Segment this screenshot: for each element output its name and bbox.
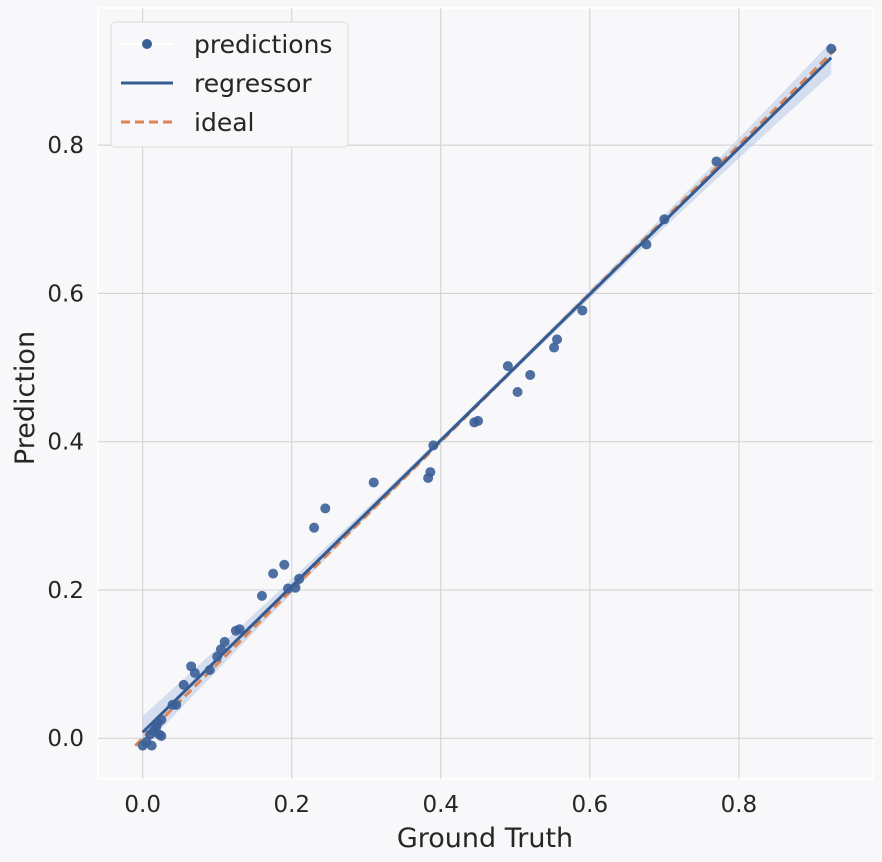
x-tick-labels: 0.0 0.2 0.4 0.6 0.8 xyxy=(124,792,757,818)
prediction-point xyxy=(425,467,436,478)
prediction-point xyxy=(473,415,484,426)
prediction-point xyxy=(309,522,320,533)
prediction-point xyxy=(178,679,189,690)
prediction-point xyxy=(641,239,652,250)
prediction-point xyxy=(368,477,379,488)
y-tick-label: 0.6 xyxy=(47,281,84,307)
prediction-point xyxy=(711,156,722,167)
prediction-point xyxy=(502,361,513,372)
legend-ideal-label: ideal xyxy=(194,108,254,137)
prediction-point xyxy=(279,559,290,570)
x-tick-label: 0.0 xyxy=(124,792,161,818)
prediction-point xyxy=(525,369,536,380)
prediction-point xyxy=(320,503,331,514)
x-tick-label: 0.8 xyxy=(721,792,758,818)
prediction-point xyxy=(146,740,157,751)
y-tick-label: 0.0 xyxy=(47,726,84,752)
legend: predictions regressor ideal xyxy=(110,21,349,148)
x-tick-label: 0.4 xyxy=(422,792,459,818)
y-tick-labels: 0.0 0.2 0.4 0.6 0.8 xyxy=(47,133,84,752)
prediction-point xyxy=(156,714,167,725)
prediction-point xyxy=(219,636,230,647)
legend-regressor-label: regressor xyxy=(194,69,312,98)
prediction-point xyxy=(204,665,215,676)
legend-box xyxy=(110,21,349,148)
legend-predictions-label: predictions xyxy=(194,30,332,59)
y-tick-label: 0.2 xyxy=(47,578,84,604)
x-tick-label: 0.6 xyxy=(572,792,609,818)
prediction-point xyxy=(156,731,167,742)
prediction-point xyxy=(512,387,523,398)
x-tick-label: 0.2 xyxy=(273,792,310,818)
prediction-point xyxy=(234,624,245,635)
regressor-line-group xyxy=(141,56,833,734)
prediction-point xyxy=(256,590,267,601)
y-tick-label: 0.4 xyxy=(47,430,84,456)
y-tick-label: 0.8 xyxy=(47,133,84,159)
prediction-point xyxy=(294,573,305,584)
prediction-point xyxy=(577,305,588,316)
legend-predictions-marker xyxy=(142,39,152,49)
prediction-point xyxy=(428,440,439,451)
prediction-point xyxy=(290,582,301,593)
x-axis-label: Ground Truth xyxy=(397,823,573,854)
prediction-point xyxy=(189,667,200,678)
regressor-line xyxy=(141,56,833,734)
prediction-point xyxy=(549,342,560,353)
prediction-point xyxy=(283,583,294,594)
prediction-point xyxy=(552,334,563,345)
prediction-point xyxy=(171,699,182,710)
prediction-point xyxy=(268,568,279,579)
prediction-point xyxy=(826,43,837,54)
prediction-point xyxy=(212,651,223,662)
prediction-points xyxy=(137,43,837,751)
prediction-point xyxy=(215,644,226,655)
prediction-point xyxy=(659,214,670,225)
y-axis-label: Prediction xyxy=(10,331,41,465)
